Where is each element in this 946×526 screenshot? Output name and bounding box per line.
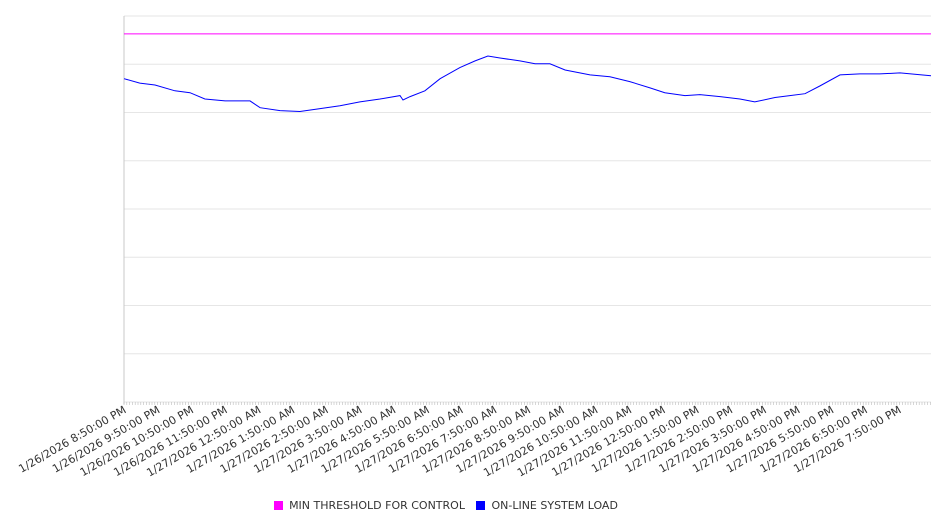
legend-swatch bbox=[274, 501, 284, 510]
series-lines bbox=[123, 33, 932, 113]
legend-item-threshold[interactable]: MIN THRESHOLD FOR CONTROL bbox=[274, 499, 465, 512]
gridlines bbox=[124, 15, 931, 403]
legend-label: MIN THRESHOLD FOR CONTROL bbox=[289, 499, 465, 512]
system-load-line bbox=[123, 55, 932, 113]
legend: MIN THRESHOLD FOR CONTROL ON-LINE SYSTEM… bbox=[0, 499, 892, 513]
legend-swatch bbox=[476, 501, 486, 510]
x-axis-ticks bbox=[123, 402, 931, 405]
legend-label: ON-LINE SYSTEM LOAD bbox=[491, 499, 618, 512]
legend-item-load[interactable]: ON-LINE SYSTEM LOAD bbox=[476, 499, 618, 512]
x-axis-labels: 1/26/2026 8:50:00 PM1/26/2026 9:50:00 PM… bbox=[16, 403, 903, 479]
